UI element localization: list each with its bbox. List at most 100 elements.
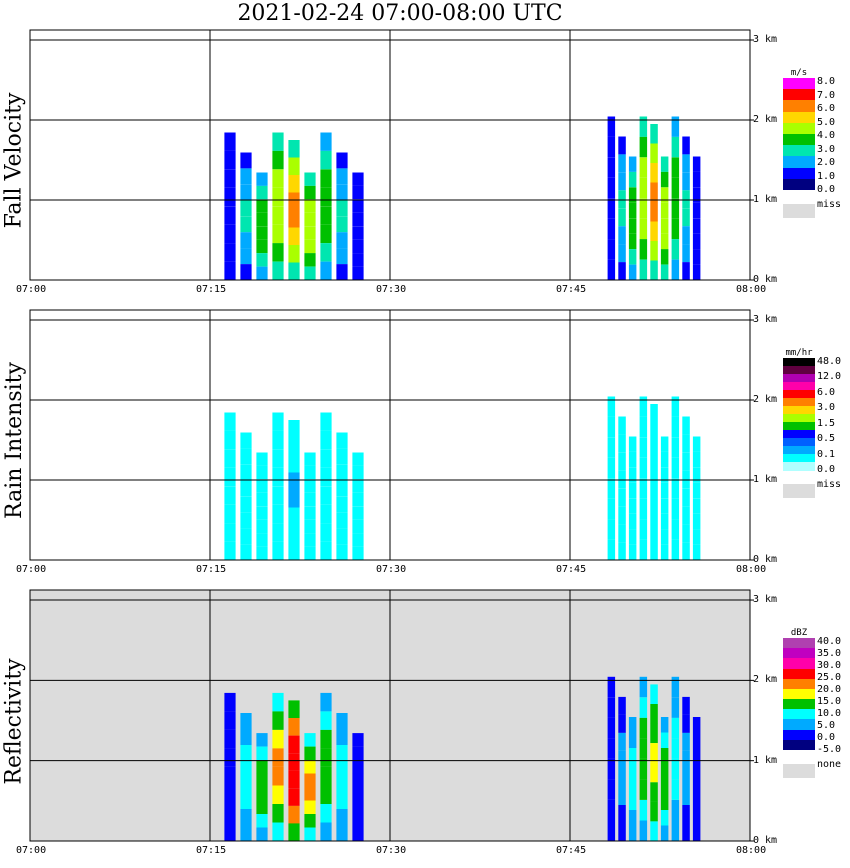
- fall-velocity-echo-cell: [607, 157, 616, 178]
- fall-velocity-echo-cell: [660, 156, 669, 172]
- fall-velocity-echo-cell: [336, 200, 348, 217]
- reflectivity-echo-cell: [288, 805, 300, 824]
- rain-intensity-echo-cell: [272, 504, 284, 524]
- reflectivity-echo-cell: [692, 763, 701, 779]
- rain-intensity-echo-cell: [224, 541, 236, 560]
- rain-intensity-echo-cell: [628, 498, 637, 514]
- fall-velocity-echo-cell: [618, 154, 626, 173]
- reflectivity-echo-cell: [288, 735, 300, 754]
- reflectivity-echo-cell: [288, 770, 300, 789]
- rain-intensity-echo-cell: [288, 472, 300, 490]
- rain-intensity-echo-cell: [692, 498, 701, 514]
- reflectivity-echo-cell: [336, 761, 348, 777]
- reflectivity-time-tick-label: 07:15: [196, 845, 227, 856]
- reflectivity-echo-cell: [628, 794, 637, 810]
- reflectivity-echo-cell: [272, 692, 284, 712]
- rain-intensity-echo-cell: [288, 542, 300, 560]
- rain-intensity-echo-cell: [272, 523, 284, 542]
- rain-intensity-echo-cell: [628, 544, 637, 560]
- rain-intensity-echo-cell: [607, 396, 616, 417]
- fall-velocity-echo-cell: [671, 218, 680, 240]
- page-title: 2021-02-24 07:00-08:00 UTC: [237, 1, 563, 26]
- reflectivity-echo-cell: [628, 779, 637, 795]
- rain-intensity-echo-cell: [618, 488, 626, 507]
- rain-intensity-echo-cell: [288, 490, 300, 508]
- fall-velocity-echo-cell: [320, 206, 332, 225]
- reflectivity-echo-cell: [639, 820, 648, 841]
- reflectivity-echo-cell: [336, 825, 348, 841]
- rain-intensity-echo-cell: [660, 482, 669, 499]
- fall-velocity-echo-cell: [650, 182, 658, 202]
- reflectivity-echo-1: [607, 676, 701, 841]
- reflectivity-echo-cell: [639, 697, 648, 718]
- reflectivity-echo-cell: [240, 825, 252, 841]
- rain-intensity-echo-cell: [607, 457, 616, 479]
- fall-velocity-legend-swatch: [783, 134, 815, 146]
- fall-velocity-echo-cell: [671, 136, 680, 158]
- fall-velocity-legend-value: 8.0: [817, 76, 836, 87]
- rain-intensity-echo-cell: [352, 492, 364, 507]
- reflectivity-legend-value: 30.0: [817, 660, 842, 671]
- fall-velocity-time-tick-label: 07:45: [556, 284, 587, 295]
- fall-velocity-echo-cell: [628, 202, 637, 219]
- fall-velocity-echo-cell: [607, 116, 616, 137]
- rain-intensity-echo-cell: [650, 404, 658, 424]
- rain-intensity-echo-cell: [628, 482, 637, 499]
- rain-intensity-echo-cell: [682, 452, 690, 471]
- rain-intensity-echo-cell: [352, 533, 364, 547]
- rain-intensity-echo-cell: [671, 437, 680, 458]
- rain-intensity-echo-cell: [682, 506, 690, 525]
- rain-intensity-echo-cell: [240, 464, 252, 481]
- reflectivity-legend-swatch: [783, 699, 815, 710]
- rain-intensity-echo-cell: [288, 420, 300, 438]
- fall-velocity-echo-cell: [628, 187, 637, 203]
- rain-intensity-echo-cell: [618, 452, 626, 471]
- rain-intensity-echo-cell: [692, 513, 701, 530]
- reflectivity-time-tick-label: 07:30: [376, 845, 407, 856]
- reflectivity-echo-cell: [320, 711, 332, 730]
- reflectivity-echo-cell: [320, 729, 332, 749]
- fall-velocity-echo-cell: [336, 248, 348, 264]
- rain-intensity-echo-cell: [224, 449, 236, 468]
- reflectivity-echo-cell: [650, 723, 658, 744]
- fall-velocity-echo-cell: [256, 266, 268, 280]
- reflectivity-echo-cell: [628, 763, 637, 779]
- reflectivity-echo-cell: [256, 760, 268, 774]
- fall-velocity-echo-cell: [224, 224, 236, 244]
- reflectivity-time-tick-label: 08:00: [736, 845, 767, 856]
- rain-intensity-legend-value: 0.0: [817, 464, 836, 475]
- rain-intensity-echo-cell: [352, 506, 364, 520]
- reflectivity-echo-cell: [336, 729, 348, 745]
- fall-velocity-echo-cell: [650, 202, 658, 222]
- fall-velocity-time-tick-label: 07:15: [196, 284, 227, 295]
- rain-intensity-echo-cell: [682, 488, 690, 507]
- fall-velocity-echo-cell: [272, 224, 284, 244]
- fall-velocity-height-tick-label: 2 km: [753, 114, 778, 125]
- rain-intensity-echo-cell: [320, 486, 332, 505]
- reflectivity-echo-cell: [288, 753, 300, 771]
- fall-velocity-echo-cell: [607, 259, 616, 280]
- fall-velocity-echo-cell: [224, 187, 236, 207]
- reflectivity-echo-cell: [639, 738, 648, 759]
- fall-velocity-echo-cell: [240, 200, 252, 217]
- fall-velocity-echo-cell: [660, 264, 669, 280]
- reflectivity-echo-cell: [224, 767, 236, 786]
- reflectivity-echo-cell: [224, 711, 236, 730]
- reflectivity-echo-cell: [304, 773, 316, 787]
- fall-velocity-legend-value: 1.0: [817, 170, 836, 182]
- rain-intensity-legend-swatch: [783, 438, 815, 447]
- rain-intensity-time-tick-label: 08:00: [736, 564, 767, 575]
- rain-intensity-echo-cell: [639, 416, 648, 438]
- reflectivity-echo-cell: [272, 748, 284, 767]
- reflectivity-echo-cell: [304, 827, 316, 841]
- reflectivity-echo-cell: [352, 800, 364, 814]
- fall-velocity-echo-cell: [618, 190, 626, 209]
- fall-velocity-echo-cell: [692, 202, 701, 219]
- rain-intensity-echo-cell: [336, 432, 348, 449]
- reflectivity-echo-cell: [692, 779, 701, 795]
- rain-intensity-echo-cell: [639, 539, 648, 560]
- reflectivity-legend-swatch: [783, 638, 815, 649]
- rain-intensity-echo-cell: [671, 416, 680, 438]
- fall-velocity-echo-cell: [272, 132, 284, 151]
- rain-intensity-echo-cell: [336, 464, 348, 481]
